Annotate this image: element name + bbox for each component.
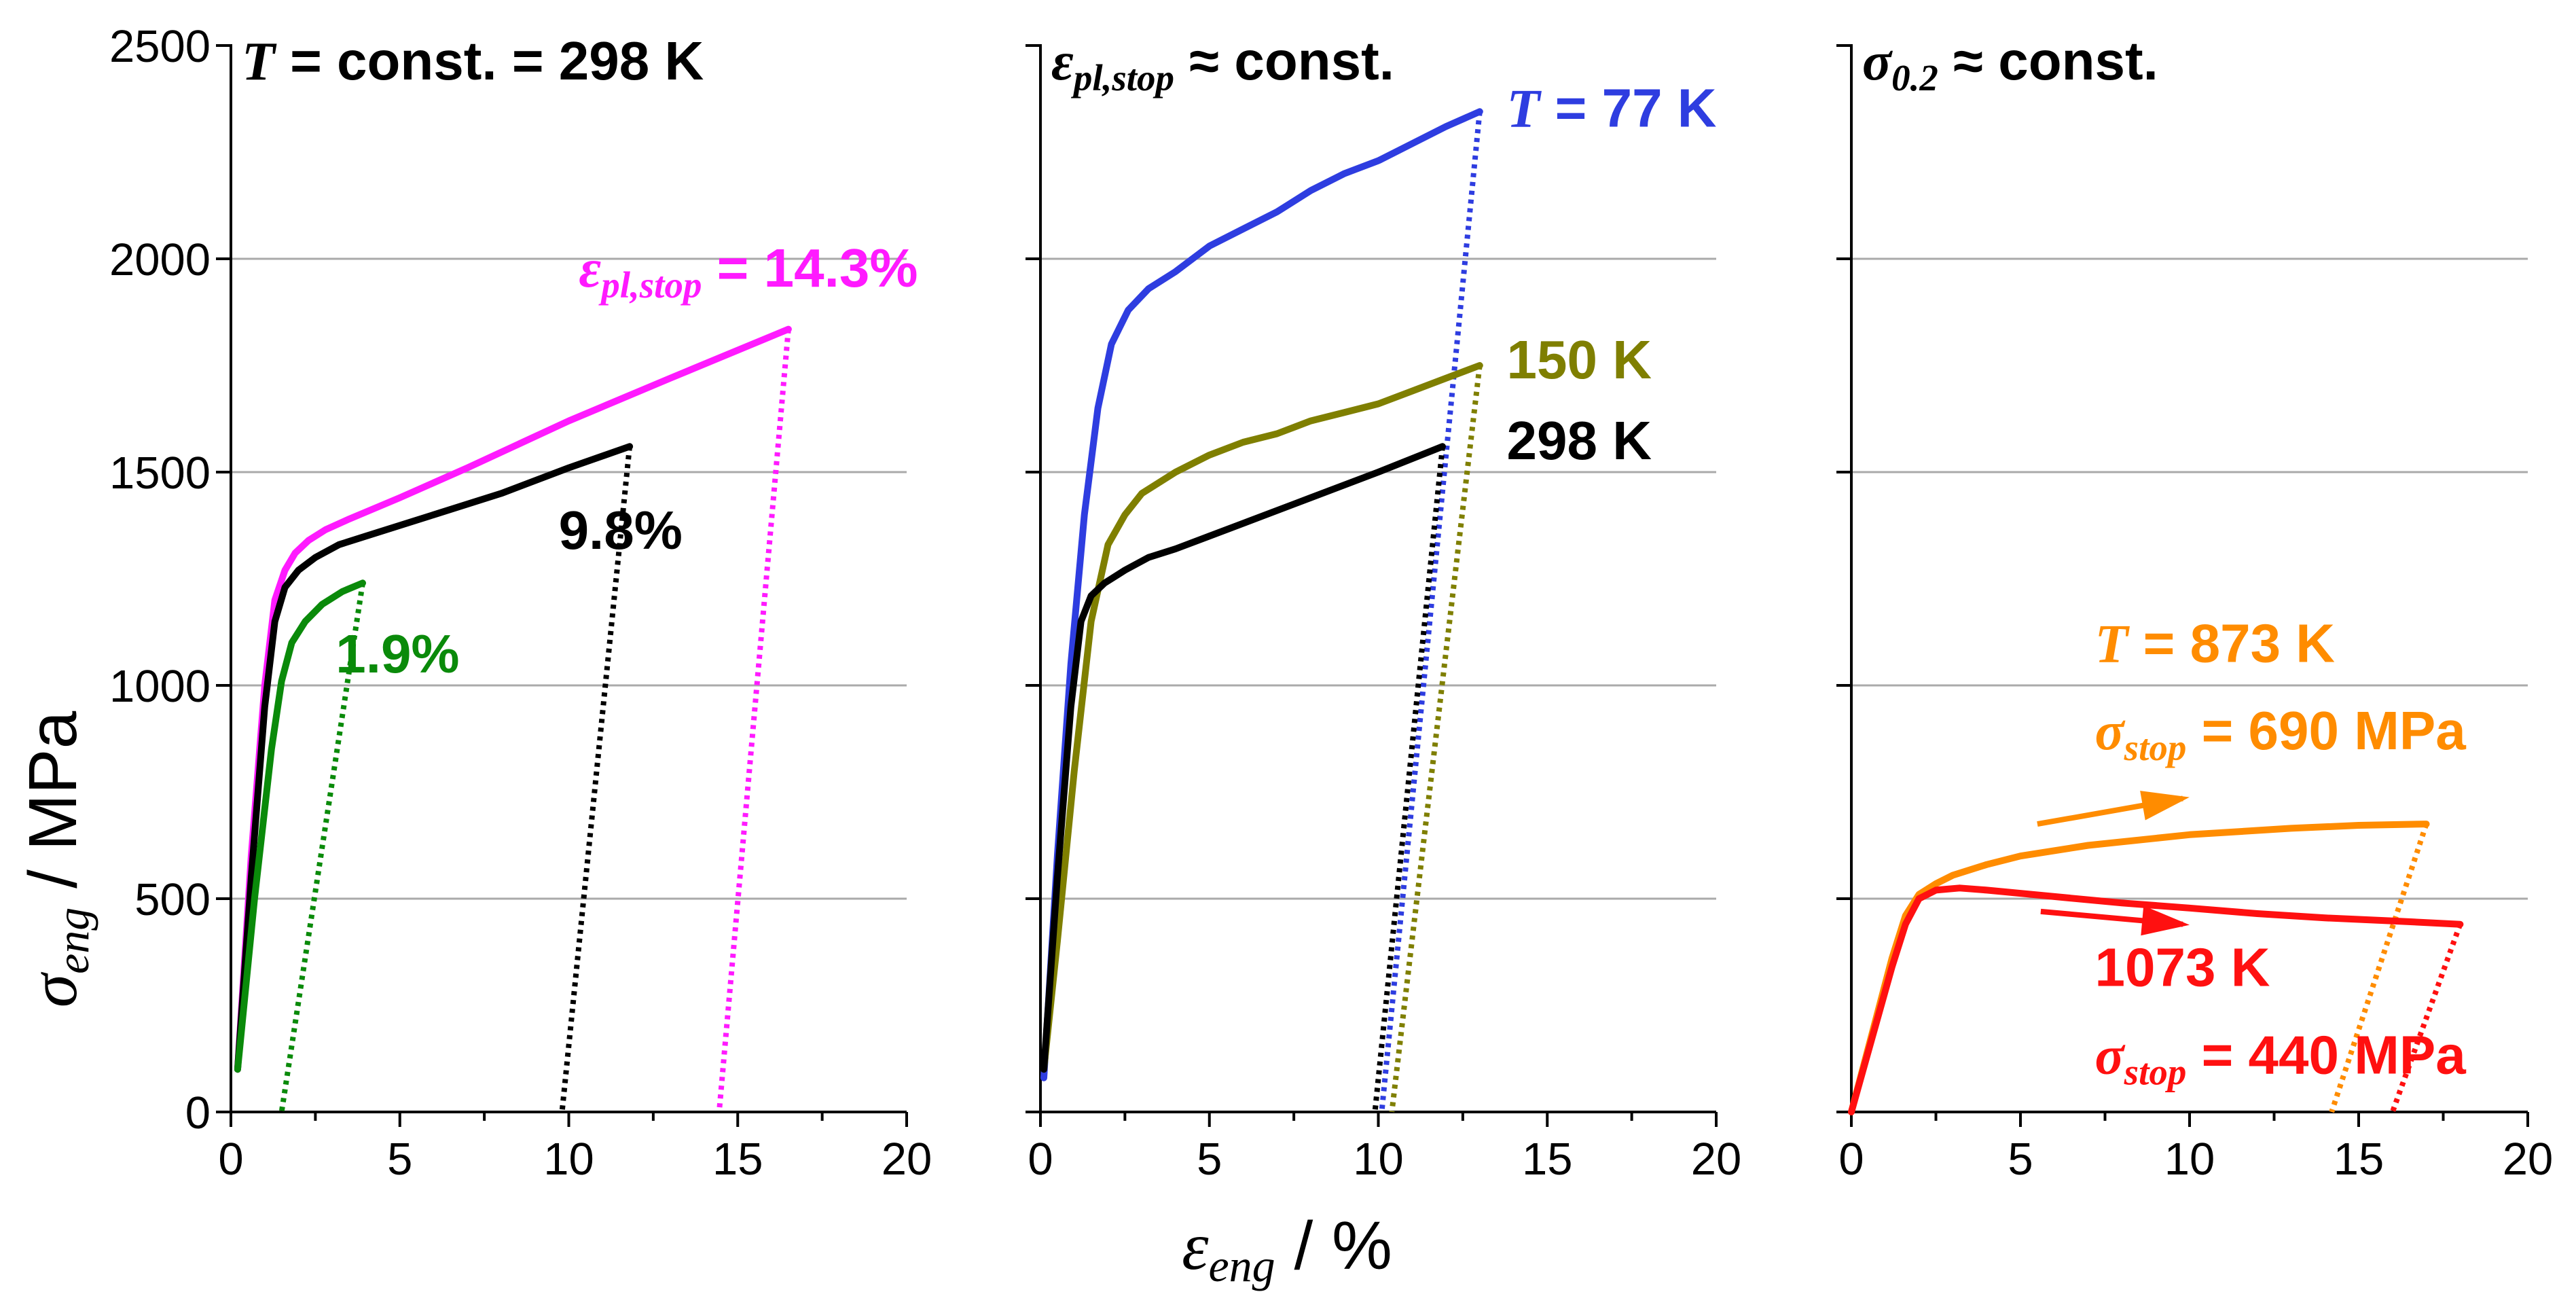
- x-tick-label-10: 10: [543, 1134, 594, 1185]
- x-tick-label-15: 15: [712, 1134, 763, 1185]
- x-tick-label-5: 5: [1197, 1134, 1222, 1185]
- annotation-2-1: 150 K: [1507, 329, 1652, 390]
- panel-title: σ0.2 ≈ const.: [1862, 31, 2158, 98]
- y-tick-label-0: 0: [185, 1088, 211, 1138]
- y-tick-label-500: 500: [134, 874, 211, 925]
- x-tick-label-0: 0: [1838, 1134, 1864, 1185]
- y-tick-label-1500: 1500: [109, 448, 211, 499]
- y-tick-label-2500: 2500: [109, 21, 211, 72]
- panel-3: 0 5 10 15 20 σ0.2 ≈ const. T = 873 K σstop = 69…: [1836, 31, 2553, 1185]
- x-tick-label-15: 15: [2334, 1134, 2384, 1185]
- x-tick-label-0: 0: [1028, 1134, 1053, 1185]
- x-tick-label-5: 5: [387, 1134, 412, 1185]
- annotation-2-0: T = 77 K: [1507, 77, 1717, 139]
- series-9-8-: [234, 443, 634, 1073]
- unload-14-3-: [716, 329, 791, 1113]
- unload-298-K: [1372, 446, 1446, 1113]
- x-tick-label-20: 20: [2503, 1134, 2554, 1185]
- unload-150-K: [1389, 365, 1483, 1113]
- series-298-K: [1040, 443, 1446, 1073]
- panel-title: T = const. = 298 K: [242, 31, 704, 92]
- x-tick-label-10: 10: [2164, 1134, 2215, 1185]
- x-tick-label-0: 0: [218, 1134, 243, 1185]
- x-axis-title: εeng / %: [1182, 1208, 1392, 1291]
- panel-2: 0 5 10 15 20 εpl,stop ≈ const. T = 77 K 150 K 29…: [1026, 31, 1741, 1185]
- series-1073-K: [1848, 884, 2464, 1115]
- series-14-3-: [234, 325, 792, 1073]
- annotation-1-0: εpl,stop = 14.3%: [579, 238, 918, 306]
- annotation-3-3: σstop = 440 MPa: [2095, 1024, 2467, 1092]
- x-tick-label-20: 20: [882, 1134, 932, 1185]
- panel-title: εpl,stop ≈ const.: [1051, 31, 1394, 98]
- annotation-3-1: σstop = 690 MPa: [2095, 700, 2467, 768]
- unload-T-77-K: [1379, 111, 1483, 1113]
- annotation-1-2: 1.9%: [335, 624, 459, 684]
- arrow-873K-head: [2140, 791, 2190, 821]
- unload-1073-K: [2390, 923, 2463, 1113]
- x-tick-label-15: 15: [1522, 1134, 1573, 1185]
- series-150-K: [1040, 362, 1483, 1073]
- annotation-3-0: T = 873 K: [2095, 613, 2336, 674]
- unload-T-873-K: [2329, 823, 2429, 1113]
- y-tick-label-1000: 1000: [109, 661, 211, 712]
- x-tick-label-10: 10: [1353, 1134, 1404, 1185]
- annotation-1-1: 9.8%: [559, 500, 683, 560]
- series-T-77-K: [1040, 108, 1483, 1081]
- x-tick-label-5: 5: [2008, 1134, 2033, 1185]
- y-tick-label-2000: 2000: [109, 234, 211, 285]
- unload-1-9-: [278, 582, 365, 1113]
- unload-9-8-: [559, 446, 633, 1113]
- annotation-3-2: 1073 K: [2095, 937, 2270, 998]
- annotation-2-2: 298 K: [1507, 410, 1652, 471]
- x-tick-label-20: 20: [1691, 1134, 1742, 1185]
- series-1-9-: [234, 579, 366, 1073]
- panel-1: 0 500 1000 1500 2000 2500 0 5 10 15 20 T = const. =…: [109, 21, 932, 1185]
- y-axis-title: σeng / MPa: [15, 711, 98, 1007]
- arrow-1073K-head: [2141, 905, 2190, 936]
